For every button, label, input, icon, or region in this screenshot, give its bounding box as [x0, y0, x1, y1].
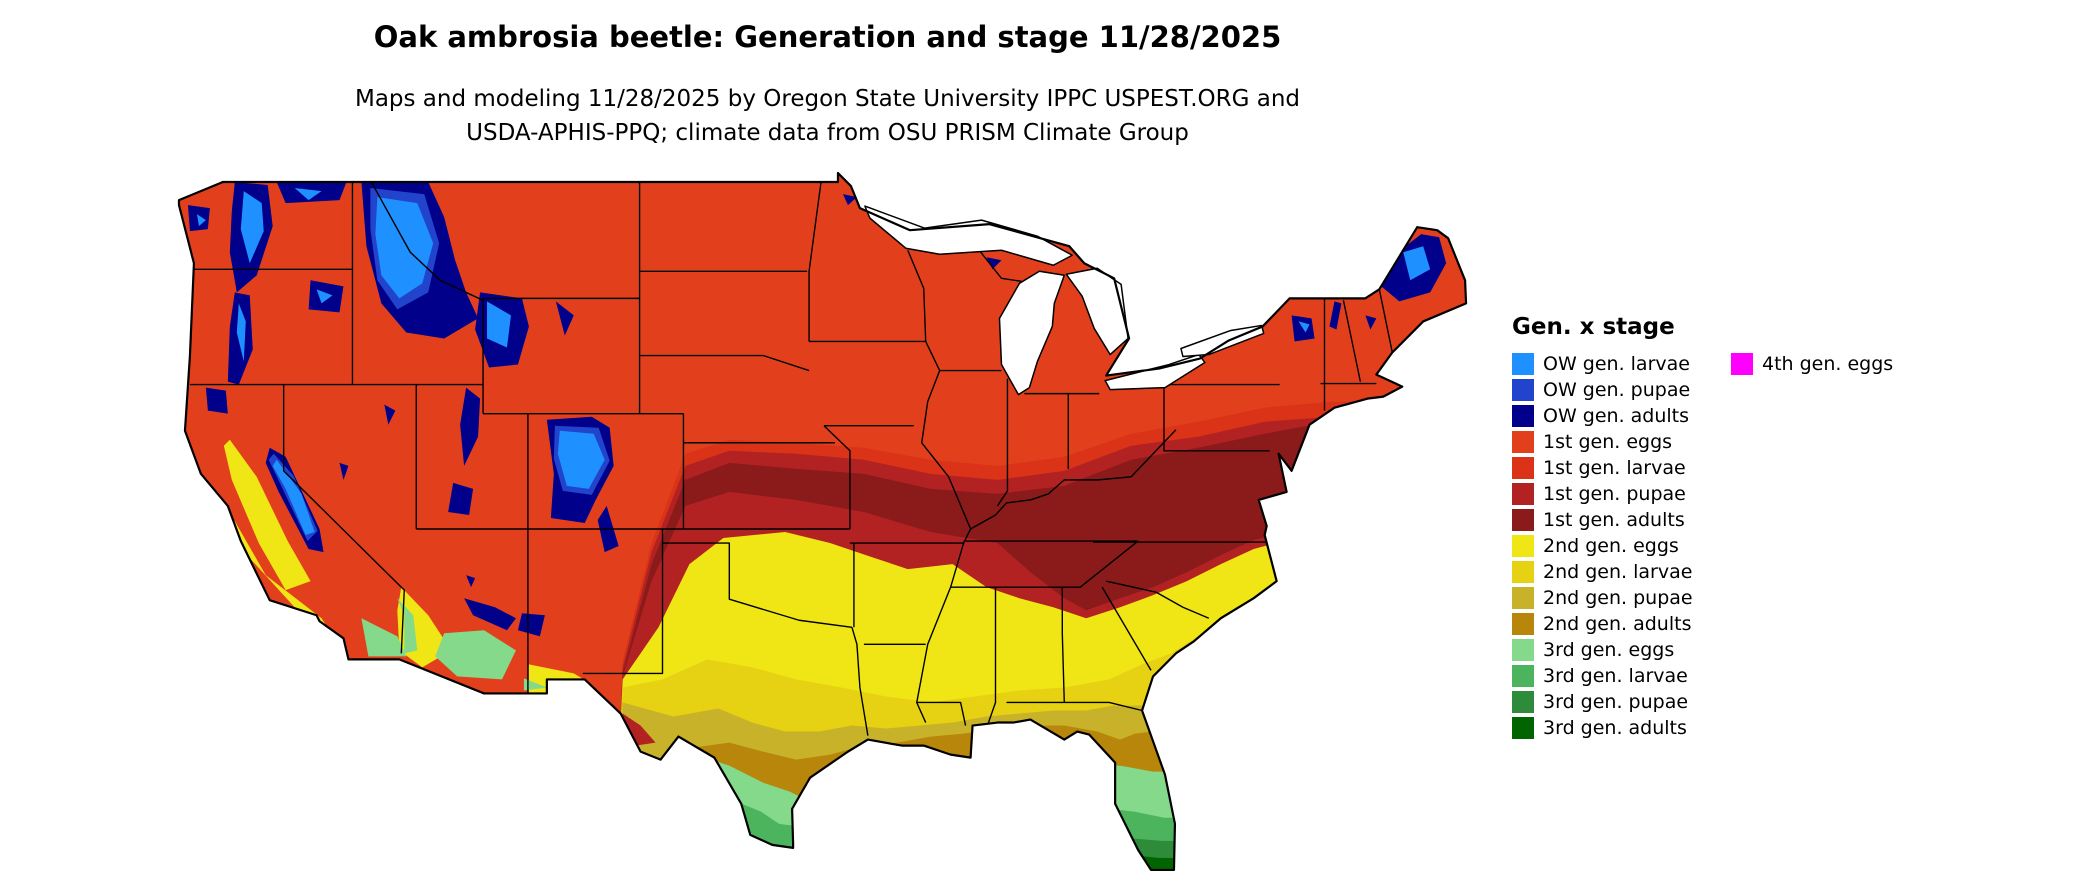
- legend-item: 1st gen. adults: [1512, 507, 2097, 533]
- legend-label: 2nd gen. larvae: [1543, 561, 1693, 583]
- legend-item: 2nd gen. larvae: [1512, 559, 2097, 585]
- legend-item: 1st gen. larvae: [1512, 455, 2097, 481]
- page-subtitle: Maps and modeling 11/28/2025 by Oregon S…: [170, 82, 1485, 150]
- page-title: Oak ambrosia beetle: Generation and stag…: [373, 20, 1282, 54]
- band-3rd-gen-larvae: [730, 800, 1467, 870]
- legend-swatch-1st-pupae: [1512, 483, 1534, 505]
- legend-swatch-ow-pupae: [1512, 379, 1534, 401]
- legend-swatch-3rd-eggs: [1512, 639, 1534, 661]
- legend-swatch-ow-adults: [1512, 405, 1534, 427]
- legend-swatch-1st-eggs: [1512, 431, 1534, 453]
- legend-label: 3rd gen. adults: [1543, 717, 1687, 739]
- legend-label: 2nd gen. pupae: [1543, 587, 1693, 609]
- legend-swatch-3rd-larvae: [1512, 665, 1534, 687]
- legend-label: 1st gen. pupae: [1543, 483, 1686, 505]
- legend-label: 1st gen. larvae: [1543, 457, 1686, 479]
- legend-item: 3rd gen. pupae: [1512, 689, 2097, 715]
- band-3rd-gen-adults: [1124, 854, 1467, 870]
- legend-item: 3rd gen. adults: [1512, 715, 2097, 741]
- legend-item: 3rd gen. larvae: [1512, 663, 2097, 689]
- legend-swatch-3rd-adults: [1512, 717, 1534, 739]
- state-boundaries: [189, 181, 1393, 736]
- legend-label: OW gen. pupae: [1543, 379, 1691, 401]
- legend-label: 4th gen. eggs: [1762, 353, 1894, 375]
- legend-item: OW gen. pupae: [1512, 377, 2097, 403]
- great-lakes: [864, 205, 1265, 396]
- us-map-svg: [177, 171, 1468, 872]
- lake-ontario: [1180, 324, 1265, 358]
- legend-swatch-3rd-pupae: [1512, 691, 1534, 713]
- legend-swatch-2nd-eggs: [1512, 535, 1534, 557]
- legend-item: 2nd gen. pupae: [1512, 585, 2097, 611]
- us-generation-stage-map: [172, 168, 1488, 890]
- subtitle-line-2: USDA-APHIS-PPQ; climate data from OSU PR…: [466, 120, 1189, 146]
- subtitle-line-1: Maps and modeling 11/28/2025 by Oregon S…: [354, 86, 1301, 112]
- legend-item: 4th gen. eggs: [1731, 351, 1893, 377]
- mountains-ow-larvae: [196, 188, 1431, 536]
- region-west-green-patches: [361, 598, 547, 691]
- legend-item: 2nd gen. adults: [1512, 611, 2097, 637]
- legend-item: 2nd gen. eggs: [1512, 533, 2097, 559]
- legend-label: 2nd gen. eggs: [1543, 535, 1679, 557]
- legend-label: 3rd gen. eggs: [1543, 639, 1675, 661]
- legend: Gen. x stage OW gen. larvae OW gen. pupa…: [1512, 314, 2097, 741]
- legend-item: 1st gen. pupae: [1512, 481, 2097, 507]
- legend-column-1: OW gen. larvae OW gen. pupae OW gen. adu…: [1512, 351, 2097, 741]
- legend-item: OW gen. adults: [1512, 403, 2097, 429]
- legend-swatch-2nd-adults: [1512, 613, 1534, 635]
- legend-label: OW gen. larvae: [1543, 353, 1690, 375]
- legend-swatch-1st-larvae: [1512, 457, 1534, 479]
- legend-column-2: 4th gen. eggs: [1731, 351, 1893, 377]
- lake-superior: [864, 205, 1074, 267]
- lake-michigan: [998, 270, 1066, 396]
- legend-swatch-1st-adults: [1512, 509, 1534, 531]
- legend-label: 3rd gen. larvae: [1543, 665, 1688, 687]
- legend-item: OW gen. larvae: [1512, 351, 2097, 377]
- band-3rd-gen-pupae: [760, 837, 1467, 870]
- legend-label: 1st gen. eggs: [1543, 431, 1673, 453]
- legend-swatch-2nd-pupae: [1512, 587, 1534, 609]
- legend-item: 1st gen. eggs: [1512, 429, 2097, 455]
- legend-item: 3rd gen. eggs: [1512, 637, 2097, 663]
- legend-swatch-2nd-larvae: [1512, 561, 1534, 583]
- legend-label: 1st gen. adults: [1543, 509, 1685, 531]
- legend-label: 2nd gen. adults: [1543, 613, 1692, 635]
- legend-label: OW gen. adults: [1543, 405, 1690, 427]
- us-outline: [177, 171, 1468, 872]
- legend-swatch-ow-larvae: [1512, 353, 1534, 375]
- legend-label: 3rd gen. pupae: [1543, 691, 1689, 713]
- legend-title: Gen. x stage: [1512, 314, 1675, 340]
- legend-swatch-4th-eggs: [1731, 353, 1753, 375]
